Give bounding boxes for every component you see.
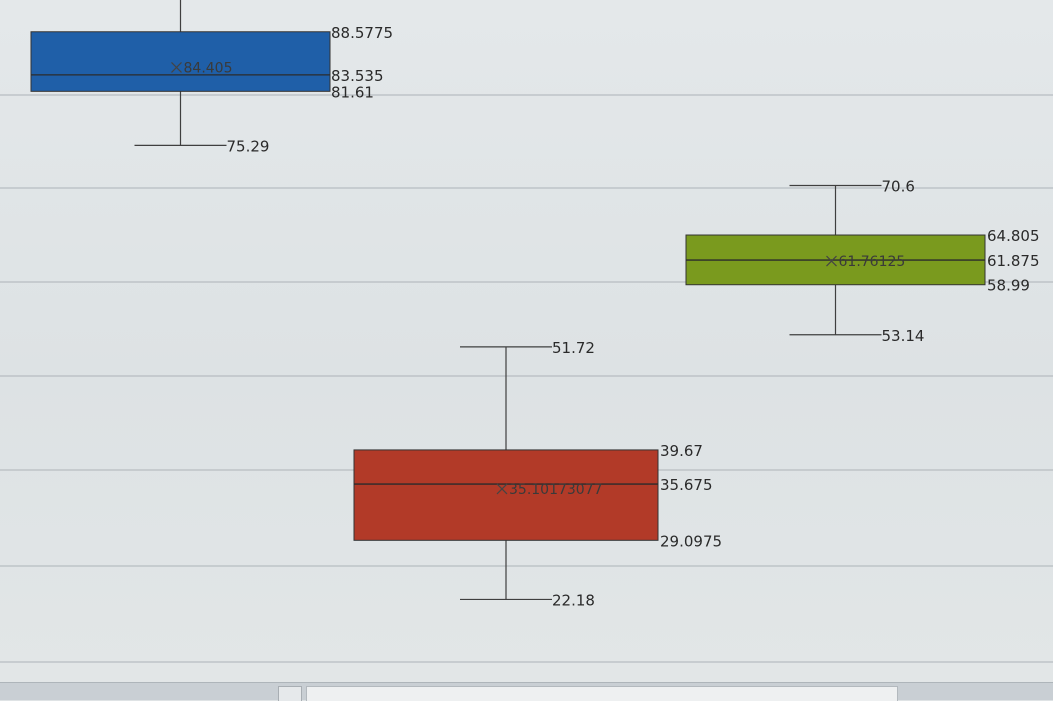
series-2-max-label: 51.72 xyxy=(552,339,595,357)
series-1-q3-label: 64.805 xyxy=(987,227,1040,245)
series-2-median-label: 35.675 xyxy=(660,476,713,494)
series-0-mean-label: 84.405 xyxy=(184,60,233,76)
series-2-q1-label: 29.0975 xyxy=(660,532,722,550)
series-0-q3-label: 88.5775 xyxy=(331,24,393,42)
series-1-min-label: 53.14 xyxy=(882,327,925,345)
series-0-box xyxy=(30,31,331,92)
sheet-nav-button[interactable] xyxy=(278,686,302,701)
series-1-q1-label: 58.99 xyxy=(987,277,1030,295)
series-1-median-label: 61.875 xyxy=(987,252,1040,270)
series-1-mean-marker xyxy=(826,255,837,267)
series-2-q3-label: 39.67 xyxy=(660,442,703,460)
series-1-max-label: 70.6 xyxy=(882,177,915,195)
chart-area: 84.405 88.5775 83.535 81.61 75.29 61.76125 64.… xyxy=(0,0,1053,682)
series-2-mean-marker xyxy=(496,483,508,495)
series-2-min-label: 22.18 xyxy=(552,591,595,609)
series-0-median-label: 83.535 xyxy=(331,67,384,85)
series-0-mean-marker xyxy=(171,62,182,73)
series-2-box xyxy=(353,449,659,541)
series-2-mean-label: 35.10173077 xyxy=(509,482,603,498)
series-0-min-label: 75.29 xyxy=(227,137,270,155)
series-0-q1-label: 81.61 xyxy=(331,83,374,101)
series-1-mean-label: 61.76125 xyxy=(839,254,906,270)
horizontal-scrollbar[interactable] xyxy=(306,686,898,701)
bottom-status-bar xyxy=(0,682,1053,701)
